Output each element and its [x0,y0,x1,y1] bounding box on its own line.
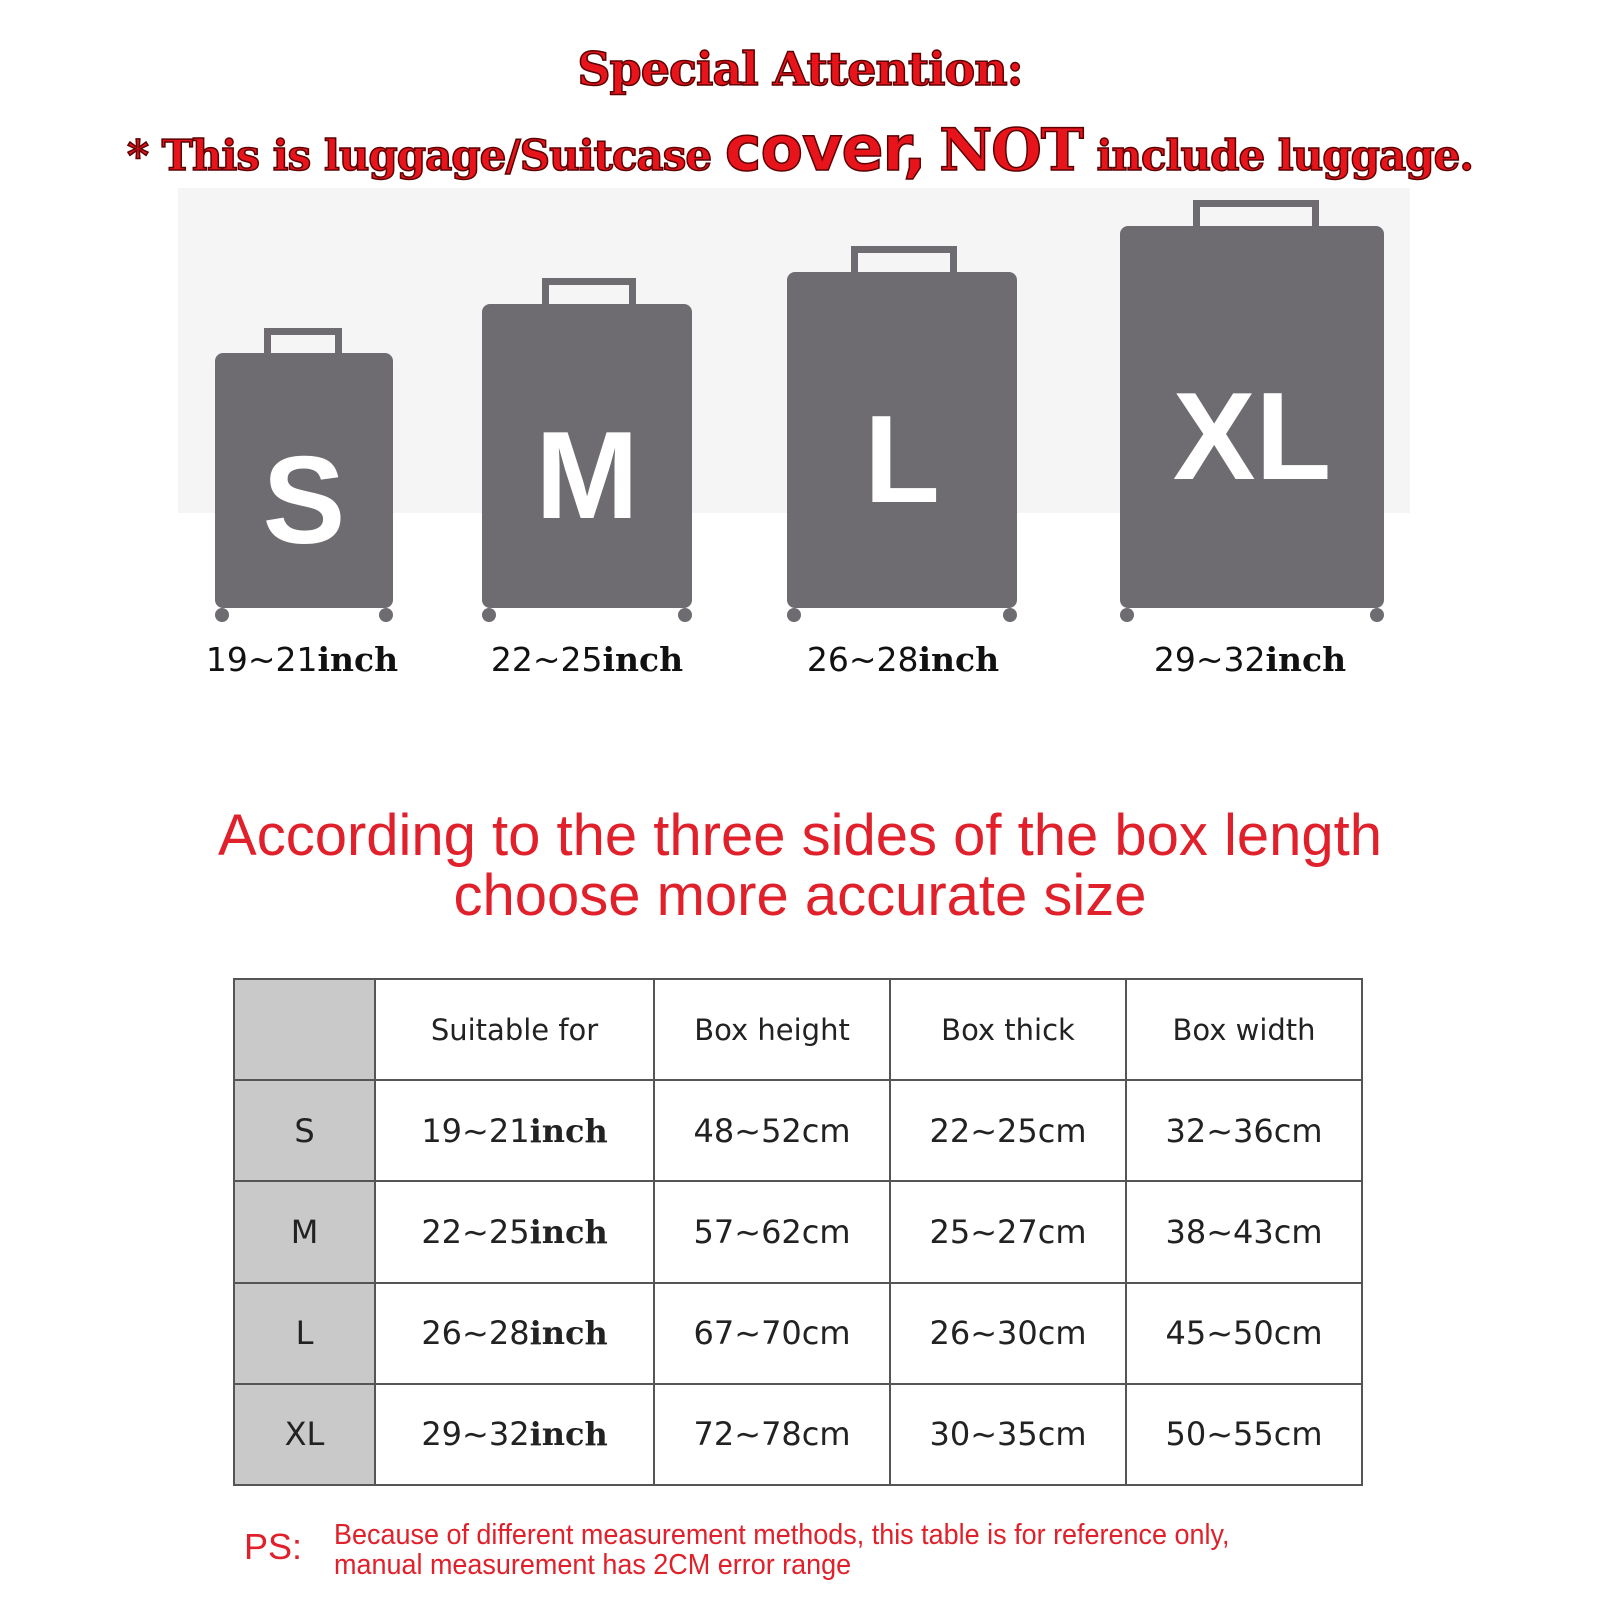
suitcase-body: S [215,353,393,608]
table-row: XL 29~32inch 72~78cm 30~35cm 50~55cm [233,1382,1363,1487]
range: 19~21 [205,640,318,679]
notice-post: include luggage. [1096,130,1475,181]
heading-line2: choose more accurate size [453,863,1147,928]
header-height: Box height [653,977,892,1082]
suitcase-m: M [482,278,692,622]
ps-line1: Because of different measurement methods… [334,1519,1230,1551]
header-thick: Box thick [889,977,1127,1082]
size-table: Suitable for Box height Box thick Box wi… [233,977,1363,1487]
wheel-icon [1120,608,1134,622]
size-label-s: 19~21inch [172,640,432,679]
range: 26~28 [421,1314,530,1353]
unit: inch [317,640,399,679]
suitcase-s: S [215,328,393,622]
cell-suitable: 26~28inch [373,1281,656,1385]
wheel-icon [482,608,496,622]
handle-icon [264,328,342,358]
wheel-icon [678,608,692,622]
wheel-icon [787,608,801,622]
size-letter: M [535,407,639,545]
range: 29~32 [421,1415,530,1454]
unit: inch [529,1314,608,1353]
ps-label: PS: [244,1526,303,1567]
notice-pre: * This is luggage/Suitcase [126,130,713,181]
attention-title: Special Attention: [577,41,1025,97]
table-row: L 26~28inch 67~70cm 26~30cm 45~50cm [233,1281,1363,1385]
range: 26~28 [806,640,919,679]
unit: inch [529,1212,608,1251]
unit: inch [529,1415,608,1454]
range: 22~25 [421,1212,530,1251]
wheel-icon [215,608,229,622]
cell-suitable: 19~21inch [373,1079,656,1183]
notice-not: NOT [938,115,1084,185]
size-letter: L [864,391,940,529]
handle-icon [1193,200,1319,230]
header-width: Box width [1125,977,1363,1082]
table-header-row: Suitable for Box height Box thick Box wi… [233,977,1363,1082]
attention-notice: * This is luggage/Suitcase cover, NOT in… [0,111,1600,186]
cell-thick: 26~30cm [889,1281,1127,1385]
unit: inch [602,640,684,679]
wheel-icon [379,608,393,622]
corner-cell [233,977,376,1082]
handle-icon [851,246,957,276]
range: 22~25 [490,640,603,679]
header-suitable: Suitable for [373,977,656,1082]
row-size: XL [233,1382,376,1487]
cell-height: 48~52cm [653,1079,892,1183]
row-size: M [233,1180,376,1284]
cell-width: 45~50cm [1125,1281,1363,1385]
ps-line2: manual measurement has 2CM error range [334,1549,852,1581]
size-letter: XL [1172,368,1332,506]
suitcase-body: M [482,304,692,608]
cell-suitable: 22~25inch [373,1180,656,1284]
table-row: M 22~25inch 57~62cm 25~27cm 38~43cm [233,1180,1363,1284]
suitcase-xl: XL [1120,200,1384,622]
unit: inch [918,640,1000,679]
notice-cover: cover, [724,111,927,186]
cell-height: 67~70cm [653,1281,892,1385]
cell-width: 38~43cm [1125,1180,1363,1284]
size-label-l: 26~28inch [773,640,1033,679]
size-label-m: 22~25inch [457,640,717,679]
wheel-icon [1003,608,1017,622]
unit: inch [1265,640,1347,679]
range: 19~21 [421,1111,530,1150]
heading-line1: According to the three sides of the box … [218,803,1382,868]
suitcase-body: L [787,272,1017,608]
row-size: S [233,1079,376,1183]
cell-suitable: 29~32inch [373,1382,656,1487]
unit: inch [529,1111,608,1150]
wheel-icon [1370,608,1384,622]
suitcase-l: L [787,246,1017,622]
size-label-xl: 29~32inch [1120,640,1380,679]
cell-thick: 22~25cm [889,1079,1127,1183]
cell-width: 32~36cm [1125,1079,1363,1183]
cell-height: 57~62cm [653,1180,892,1284]
cell-thick: 25~27cm [889,1180,1127,1284]
suitcase-body: XL [1120,226,1384,608]
cell-width: 50~55cm [1125,1382,1363,1487]
handle-icon [542,278,636,308]
cell-thick: 30~35cm [889,1382,1127,1487]
table-row: S 19~21inch 48~52cm 22~25cm 32~36cm [233,1079,1363,1183]
ps-text: Because of different measurement methods… [334,1520,1229,1580]
cell-height: 72~78cm [653,1382,892,1487]
row-size: L [233,1281,376,1385]
size-letter: S [262,431,346,570]
range: 29~32 [1153,640,1266,679]
